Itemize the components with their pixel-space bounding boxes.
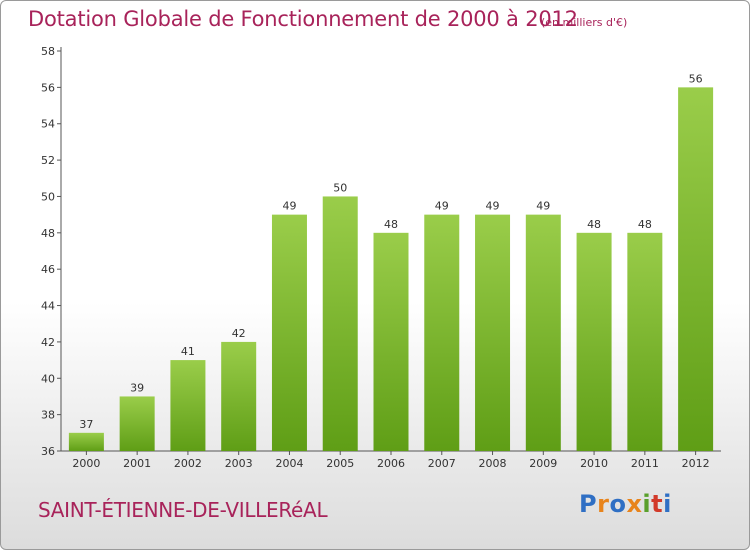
x-tick-label-2007: 2007 bbox=[428, 457, 456, 470]
value-label-2003: 42 bbox=[232, 327, 246, 340]
x-tick-label-2005: 2005 bbox=[326, 457, 354, 470]
value-label-2004: 49 bbox=[282, 200, 296, 213]
logo-letter: o bbox=[609, 490, 627, 518]
x-tick-label-2009: 2009 bbox=[529, 457, 557, 470]
city-name: SAINT-ÉTIENNE-DE-VILLERéAL bbox=[38, 498, 328, 522]
x-tick-label-2003: 2003 bbox=[225, 457, 253, 470]
bar-2006 bbox=[373, 232, 409, 451]
bar-2012 bbox=[678, 87, 714, 451]
bar-2005 bbox=[322, 196, 358, 451]
value-label-2010: 48 bbox=[587, 218, 601, 231]
y-tick-label: 54 bbox=[41, 118, 55, 131]
bar-2011 bbox=[627, 232, 663, 451]
value-labels: 37 39 41 42 49 50 48 49 49 49 48 48 56 bbox=[79, 72, 702, 430]
bar-2001 bbox=[119, 396, 155, 451]
value-label-2000: 37 bbox=[79, 418, 93, 431]
value-label-2002: 41 bbox=[181, 345, 195, 358]
bar-2007 bbox=[424, 214, 460, 451]
y-tick-label: 36 bbox=[41, 445, 55, 458]
axes: 36 38 40 42 44 46 48 50 52 54 56 58 2000 2001 2002 2003… bbox=[41, 45, 721, 470]
chart-title: Dotation Globale de Fonctionnement de 20… bbox=[28, 7, 578, 31]
x-tick-label-2012: 2012 bbox=[682, 457, 710, 470]
value-label-2007: 49 bbox=[435, 200, 449, 213]
bar-2008 bbox=[475, 214, 511, 451]
value-label-2009: 49 bbox=[536, 200, 550, 213]
y-tick-label: 42 bbox=[41, 336, 55, 349]
y-tick-label: 58 bbox=[41, 45, 55, 58]
x-tick-label-2010: 2010 bbox=[580, 457, 608, 470]
value-label-2012: 56 bbox=[689, 72, 703, 85]
x-tick-label-2001: 2001 bbox=[123, 457, 151, 470]
logo-letter: t bbox=[651, 490, 664, 518]
y-tick-label: 40 bbox=[41, 372, 55, 385]
bar-2002 bbox=[170, 360, 206, 451]
bar-2000 bbox=[68, 432, 104, 451]
chart-subtitle: (en milliers d'€) bbox=[541, 16, 628, 29]
value-label-2011: 48 bbox=[638, 218, 652, 231]
y-tick-label: 50 bbox=[41, 190, 55, 203]
y-tick-label: 38 bbox=[41, 409, 55, 422]
bars bbox=[68, 87, 714, 451]
bar-2009 bbox=[525, 214, 561, 451]
value-label-2008: 49 bbox=[486, 200, 500, 213]
logo-letter: x bbox=[626, 490, 643, 518]
x-tick-label-2004: 2004 bbox=[275, 457, 303, 470]
bar-2003 bbox=[221, 341, 257, 451]
x-tick-label-2006: 2006 bbox=[377, 457, 405, 470]
x-tick-label-2008: 2008 bbox=[479, 457, 507, 470]
y-tick-label: 56 bbox=[41, 81, 55, 94]
logo-letter: i bbox=[642, 490, 652, 518]
proxiti-logo: Proxiti bbox=[579, 490, 672, 518]
value-label-2006: 48 bbox=[384, 218, 398, 231]
logo-letter: i bbox=[663, 490, 672, 518]
x-tick-label-2011: 2011 bbox=[631, 457, 659, 470]
value-label-2001: 39 bbox=[130, 381, 144, 394]
y-tick-label: 44 bbox=[41, 300, 55, 313]
y-tick-label: 46 bbox=[41, 263, 55, 276]
x-tick-label-2002: 2002 bbox=[174, 457, 202, 470]
bar-2004 bbox=[271, 214, 307, 451]
y-tick-label: 48 bbox=[41, 227, 55, 240]
y-tick-label: 52 bbox=[41, 154, 55, 167]
bar-2010 bbox=[576, 232, 612, 451]
value-label-2005: 50 bbox=[333, 181, 347, 194]
logo-letter: r bbox=[597, 490, 610, 518]
logo-letter: P bbox=[579, 490, 598, 518]
x-tick-label-2000: 2000 bbox=[72, 457, 100, 470]
